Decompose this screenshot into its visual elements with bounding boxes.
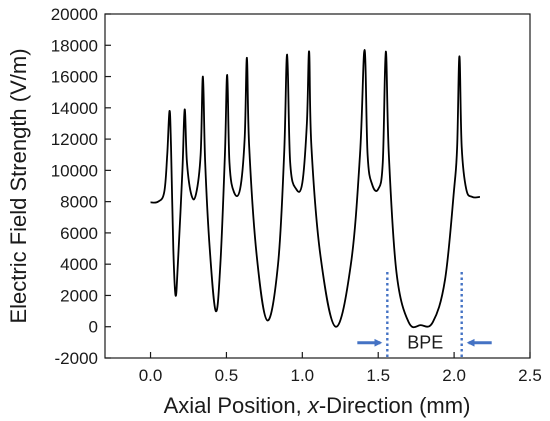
x-tick-label: 1.0 xyxy=(291,366,315,385)
y-tick-label: 10000 xyxy=(51,161,98,180)
series-line xyxy=(150,49,480,329)
y-tick-label: 12000 xyxy=(51,130,98,149)
plot-frame xyxy=(104,13,531,359)
y-tick-label: 4000 xyxy=(60,255,98,274)
x-tick-label: 1.5 xyxy=(366,366,390,385)
y-tick-label: 0 xyxy=(89,318,98,337)
y-tick-label: 16000 xyxy=(51,68,98,87)
y-tick-label: 20000 xyxy=(51,5,98,24)
y-tick-label: 14000 xyxy=(51,99,98,118)
x-tick-label: 2.5 xyxy=(518,366,542,385)
y-tick-label: 18000 xyxy=(51,36,98,55)
y-tick-label: 8000 xyxy=(60,193,98,212)
y-tick-label: -2000 xyxy=(55,349,98,368)
bpe-annotation: BPE xyxy=(357,272,492,358)
y-tick-label: 2000 xyxy=(60,286,98,305)
x-tick-label: 2.0 xyxy=(442,366,466,385)
x-tick-label: 0.0 xyxy=(139,366,163,385)
x-axis-label: Axial Position, x-Direction (mm) xyxy=(164,393,471,418)
bpe-label: BPE xyxy=(407,333,443,353)
x-tick-label: 0.5 xyxy=(215,366,239,385)
y-axis-ticks: -2000 0 2000 4000 6000 8000 10000 12000 14000 160… xyxy=(51,5,111,368)
y-tick-label: 6000 xyxy=(60,224,98,243)
x-axis-ticks: 0.0 0.5 1.0 1.5 2.0 2.5 xyxy=(139,352,542,385)
y-axis-label: Electric Field Strength (V/m) xyxy=(6,48,31,323)
